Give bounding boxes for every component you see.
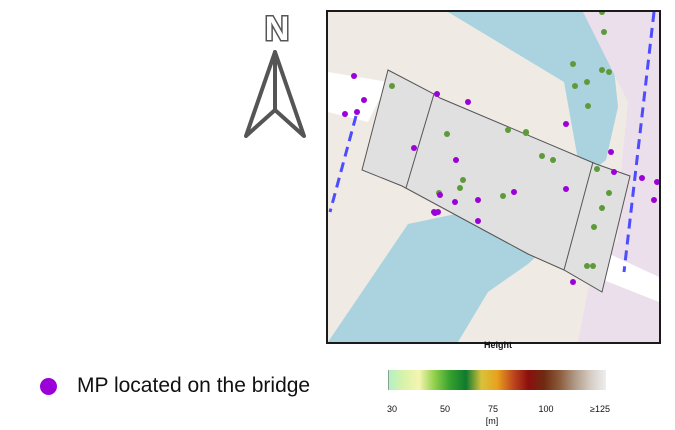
colorbar-tick-75: 75 bbox=[487, 404, 499, 414]
river bbox=[328, 12, 618, 342]
mp-marker-bridge bbox=[563, 186, 569, 192]
north-arrow-icon: N bbox=[244, 9, 306, 138]
north-arrow: N bbox=[238, 8, 312, 144]
mp-marker-bridge bbox=[452, 199, 458, 205]
colorbar-title: Height bbox=[484, 340, 512, 350]
mp-marker bbox=[523, 130, 529, 136]
mp-marker-bridge bbox=[411, 145, 417, 151]
mp-marker-bridge bbox=[432, 210, 438, 216]
mp-marker-bridge bbox=[511, 189, 517, 195]
mp-marker-bridge bbox=[354, 109, 360, 115]
mp-marker-bridge bbox=[342, 111, 348, 117]
mp-marker-bridge bbox=[651, 197, 657, 203]
mp-marker bbox=[539, 153, 545, 159]
mp-marker bbox=[500, 193, 506, 199]
footpath-right bbox=[622, 12, 656, 273]
mp-marker bbox=[606, 190, 612, 196]
colorbar-tick-30: 30 bbox=[386, 404, 398, 414]
mp-marker bbox=[584, 79, 590, 85]
mp-marker bbox=[599, 67, 605, 73]
mp-marker bbox=[389, 83, 395, 89]
road bbox=[328, 72, 388, 122]
colorbar-tick-50: 50 bbox=[439, 404, 451, 414]
height-colorbar: Height 30 50 75 100 ≥125 [m] bbox=[380, 340, 630, 430]
mp-marker-bridge bbox=[434, 91, 440, 97]
legend-marker bbox=[40, 377, 57, 395]
mp-marker bbox=[601, 29, 607, 35]
mp-marker bbox=[550, 157, 556, 163]
mp-marker-bridge bbox=[475, 197, 481, 203]
mp-marker bbox=[606, 69, 612, 75]
map-view[interactable] bbox=[326, 10, 661, 344]
colorbar-tick-125: ≥125 bbox=[590, 404, 610, 414]
mp-marker-bridge bbox=[465, 99, 471, 105]
mp-marker bbox=[585, 103, 591, 109]
mp-marker-bridge bbox=[654, 179, 659, 185]
purple-zone bbox=[578, 12, 659, 342]
mp-marker bbox=[505, 127, 511, 133]
mp-marker-bridge bbox=[351, 73, 357, 79]
mp-marker-bridge bbox=[475, 218, 481, 224]
mp-marker bbox=[594, 166, 600, 172]
mp-marker-bridge bbox=[361, 97, 367, 103]
mp-marker bbox=[460, 177, 466, 183]
mp-marker-bridge bbox=[437, 192, 443, 198]
mp-marker bbox=[444, 131, 450, 137]
colorbar-unit: [m] bbox=[485, 416, 499, 426]
mp-marker bbox=[590, 263, 596, 269]
mp-marker bbox=[584, 263, 590, 269]
legend-label: MP located on the bridge bbox=[77, 374, 311, 397]
mp-marker-bridge bbox=[563, 121, 569, 127]
mp-marker bbox=[599, 205, 605, 211]
north-letter: N bbox=[265, 10, 290, 48]
colorbar-tick-100: 100 bbox=[538, 404, 554, 414]
mp-marker-bridge bbox=[639, 175, 645, 181]
mp-marker bbox=[457, 185, 463, 191]
mp-marker bbox=[570, 61, 576, 67]
mp-marker-bridge bbox=[570, 279, 576, 285]
mp-marker-bridge bbox=[611, 169, 617, 175]
legend-item-mp: MP located on the bridge bbox=[40, 374, 310, 398]
mp-marker bbox=[591, 224, 597, 230]
mp-marker bbox=[572, 83, 578, 89]
mp-marker-bridge bbox=[608, 149, 614, 155]
footpath-left bbox=[328, 115, 358, 213]
mp-marker-bridge bbox=[453, 157, 459, 163]
mp-marker bbox=[599, 12, 605, 15]
colorbar-gradient bbox=[388, 370, 606, 390]
